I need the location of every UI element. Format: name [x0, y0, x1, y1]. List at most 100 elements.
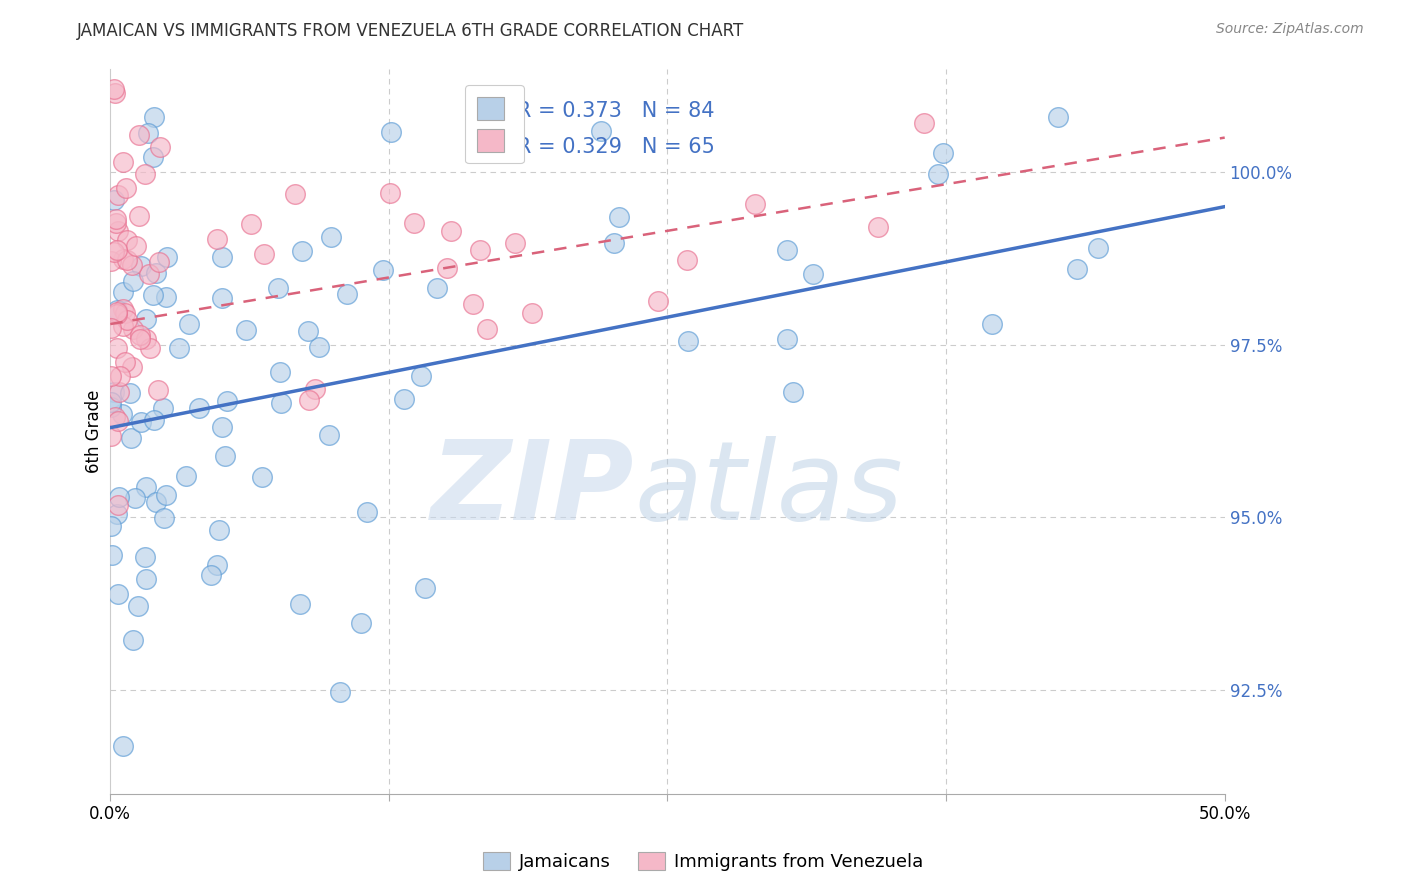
Point	[143, 110, 166, 124]
Point	[111, 318, 134, 333]
Point	[149, 140, 172, 154]
Text: ZIP: ZIP	[430, 435, 634, 542]
Point	[927, 167, 949, 181]
Point	[240, 218, 263, 232]
Point	[607, 211, 630, 225]
Point	[107, 490, 129, 504]
Text: atlas: atlas	[634, 435, 903, 542]
Point	[107, 414, 129, 428]
Point	[122, 632, 145, 647]
Point	[461, 297, 484, 311]
Point	[121, 258, 143, 272]
Point	[167, 341, 190, 355]
Point	[134, 550, 156, 565]
Point	[107, 224, 129, 238]
Point	[100, 400, 122, 414]
Point	[128, 328, 150, 343]
Point	[103, 82, 125, 96]
Point	[121, 360, 143, 375]
Point	[136, 126, 159, 140]
Point	[153, 510, 176, 524]
Legend: Jamaicans, Immigrants from Venezuela: Jamaicans, Immigrants from Venezuela	[475, 845, 931, 879]
Point	[115, 313, 138, 327]
Point	[105, 212, 128, 227]
Point	[931, 146, 953, 161]
Point	[1047, 110, 1070, 124]
Point	[105, 216, 128, 230]
Point	[776, 244, 799, 258]
Point	[207, 558, 229, 573]
Point	[350, 616, 373, 631]
Point	[1066, 262, 1088, 277]
Point	[112, 285, 135, 300]
Point	[152, 401, 174, 416]
Point	[470, 244, 492, 258]
Point	[135, 573, 157, 587]
Point	[145, 266, 167, 280]
Point	[318, 428, 340, 442]
Point	[107, 587, 129, 601]
Point	[105, 307, 128, 321]
Point	[135, 312, 157, 326]
Point	[269, 365, 291, 379]
Point	[138, 268, 160, 282]
Point	[211, 250, 233, 264]
Point	[145, 494, 167, 508]
Point	[297, 324, 319, 338]
Point	[304, 382, 326, 396]
Point	[426, 281, 449, 295]
Point	[392, 392, 415, 406]
Point	[148, 255, 170, 269]
Point	[134, 167, 156, 181]
Point	[104, 86, 127, 100]
Point	[139, 342, 162, 356]
Point	[141, 288, 163, 302]
Point	[267, 281, 290, 295]
Text: R = 0.373   N = 84: R = 0.373 N = 84	[517, 101, 714, 121]
Point	[115, 233, 138, 247]
Point	[111, 739, 134, 753]
Point	[155, 488, 177, 502]
Point	[589, 124, 612, 138]
Point	[208, 523, 231, 537]
Point	[156, 250, 179, 264]
Point	[284, 186, 307, 201]
Point	[112, 154, 135, 169]
Point	[270, 396, 292, 410]
Point	[250, 469, 273, 483]
Point	[200, 567, 222, 582]
Point	[114, 355, 136, 369]
Point	[107, 498, 129, 512]
Point	[103, 194, 125, 208]
Point	[380, 125, 402, 139]
Point	[124, 491, 146, 505]
Point	[105, 341, 128, 355]
Point	[782, 384, 804, 399]
Point	[111, 252, 134, 267]
Point	[253, 247, 276, 261]
Point	[111, 407, 134, 421]
Point	[356, 505, 378, 519]
Point	[676, 253, 699, 268]
Point	[121, 322, 143, 336]
Text: R = 0.329   N = 65: R = 0.329 N = 65	[517, 137, 714, 157]
Point	[146, 383, 169, 397]
Point	[188, 401, 211, 415]
Point	[122, 274, 145, 288]
Point	[103, 244, 125, 259]
Point	[371, 263, 394, 277]
Point	[100, 429, 122, 443]
Point	[211, 420, 233, 434]
Point	[520, 305, 543, 319]
Point	[129, 259, 152, 273]
Point	[378, 186, 401, 200]
Text: JAMAICAN VS IMMIGRANTS FROM VENEZUELA 6TH GRADE CORRELATION CHART: JAMAICAN VS IMMIGRANTS FROM VENEZUELA 6T…	[77, 22, 745, 40]
Point	[336, 287, 359, 301]
Point	[105, 508, 128, 522]
Point	[205, 232, 228, 246]
Point	[214, 449, 236, 463]
Point	[105, 244, 128, 258]
Point	[108, 369, 131, 384]
Point	[298, 392, 321, 407]
Point	[174, 468, 197, 483]
